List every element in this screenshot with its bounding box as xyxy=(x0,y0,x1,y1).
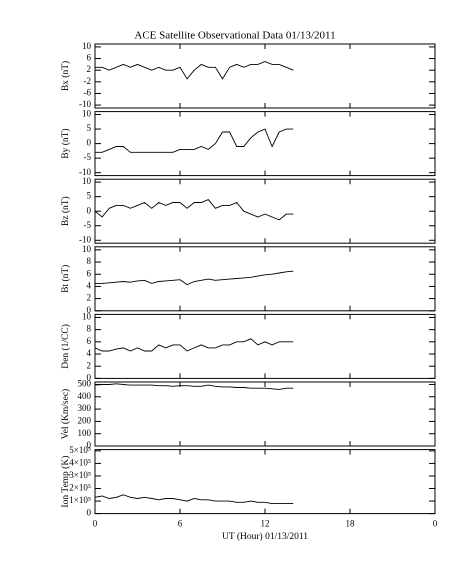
y-tick-label: 8 xyxy=(87,256,92,266)
y-tick-label: 0 xyxy=(87,138,92,148)
y-tick-label: 200 xyxy=(78,415,92,425)
y-tick-label: 10 xyxy=(82,176,92,186)
y-tick-label: 0 xyxy=(87,440,92,450)
y-tick-label: -10 xyxy=(79,234,91,244)
y-tick-label: 100 xyxy=(78,428,92,438)
y-tick-label: 8 xyxy=(87,324,92,334)
y-tick-label: -2 xyxy=(84,76,92,86)
y-tick-label: -6 xyxy=(84,88,92,98)
y-tick-label: 300 xyxy=(78,403,92,413)
y-axis-label: Den (1/CC) xyxy=(60,324,71,369)
y-tick-label: 5 xyxy=(87,191,92,201)
y-tick-label: 400 xyxy=(78,391,92,401)
y-tick-label: 10 xyxy=(82,41,92,51)
x-tick-label: 18 xyxy=(346,519,356,529)
x-axis-label: UT (Hour) 01/13/2011 xyxy=(222,531,308,542)
y-tick-label: 10 xyxy=(82,109,92,119)
data-line xyxy=(94,383,294,390)
data-line xyxy=(94,199,294,221)
panel-frame xyxy=(94,246,436,312)
x-tick-label: 12 xyxy=(261,519,270,529)
y-tick-label: 2 xyxy=(87,360,92,370)
y-tick-label: 4×10⁵ xyxy=(69,457,91,467)
x-tick-label: 6 xyxy=(178,519,183,529)
y-tick-label: -10 xyxy=(79,99,91,109)
y-tick-label: 10 xyxy=(82,244,92,254)
data-line xyxy=(94,338,294,352)
y-tick-label: 2 xyxy=(87,64,92,74)
y-axis-label: Bt (nT) xyxy=(60,265,71,293)
y-axis-label: Vel (Km/sec) xyxy=(60,389,71,439)
y-tick-label: 0 xyxy=(87,305,92,315)
y-tick-label: 6 xyxy=(87,268,92,278)
chart-title: ACE Satellite Observational Data 01/13/2… xyxy=(134,30,335,42)
y-tick-label: 0 xyxy=(87,508,92,518)
y-tick-label: 1×10⁵ xyxy=(69,495,91,505)
data-line xyxy=(95,128,294,153)
y-tick-label: 0 xyxy=(87,372,92,382)
panel-frame xyxy=(94,449,436,515)
y-tick-label: -5 xyxy=(84,152,92,162)
x-tick-label: 0 xyxy=(433,519,438,529)
y-tick-label: -10 xyxy=(79,167,91,177)
y-tick-label: 10 xyxy=(82,312,92,322)
y-tick-label: 5 xyxy=(87,123,92,133)
y-tick-label: 2×10⁵ xyxy=(69,483,91,493)
y-tick-label: 6 xyxy=(87,53,92,63)
data-line xyxy=(95,61,294,80)
data-line xyxy=(95,270,294,286)
y-tick-label: 4 xyxy=(87,348,92,358)
panel-frame xyxy=(94,43,436,109)
panel-frame xyxy=(94,111,436,177)
panel-frame xyxy=(94,178,436,244)
panel-frame xyxy=(94,381,436,447)
y-tick-label: 4 xyxy=(87,280,92,290)
y-tick-label: -5 xyxy=(84,220,92,230)
y-tick-label: 500 xyxy=(78,379,92,389)
y-tick-label: 3×10⁵ xyxy=(69,470,91,480)
data-line xyxy=(94,494,294,505)
y-axis-label: By (nT) xyxy=(60,128,71,158)
y-axis-label: Bz (nT) xyxy=(60,196,71,226)
y-tick-label: 0 xyxy=(87,205,92,215)
y-tick-label: 6 xyxy=(87,336,92,346)
y-axis-label: Bx (nT) xyxy=(60,61,71,91)
panel-frame xyxy=(94,313,436,379)
y-tick-label: 5×10⁵ xyxy=(69,445,91,455)
y-axis-label: Ion Temp (K) xyxy=(60,456,71,508)
y-tick-label: 2 xyxy=(87,293,92,303)
x-tick-label: 0 xyxy=(93,519,98,529)
